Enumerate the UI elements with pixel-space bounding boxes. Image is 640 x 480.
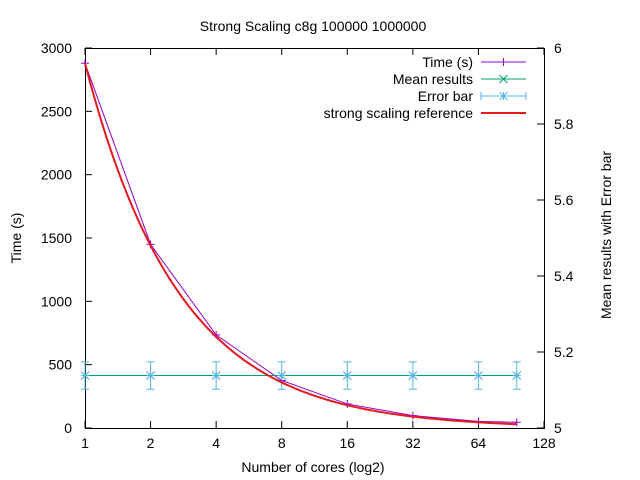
legend-label: strong scaling reference xyxy=(324,105,474,121)
x-tick-label: 1 xyxy=(81,435,89,451)
series-layer xyxy=(80,59,522,427)
y-tick-label: 3000 xyxy=(41,40,72,56)
y-axis-label: Time (s) xyxy=(8,213,24,264)
y-tick-label: 2000 xyxy=(41,167,72,183)
legend-label: Time (s) xyxy=(422,54,473,70)
y2-tick-label: 6 xyxy=(554,40,562,56)
marker-d2 xyxy=(80,371,90,380)
x-tick-label: 2 xyxy=(147,435,155,451)
y-tick-label: 2500 xyxy=(41,103,72,119)
x-tick-label: 4 xyxy=(212,435,220,451)
marker-d2 xyxy=(408,371,418,380)
marker-d2 xyxy=(342,371,352,380)
y2-tick-label: 5.4 xyxy=(554,268,574,284)
x-tick-label: 128 xyxy=(532,435,556,451)
x-axis-label: Number of cores (log2) xyxy=(241,459,384,475)
marker-d2 xyxy=(512,371,522,380)
y-tick-label: 1500 xyxy=(41,230,72,246)
chart-title: Strong Scaling c8g 100000 1000000 xyxy=(200,18,427,34)
x-tick-label: 64 xyxy=(471,435,487,451)
marker-d2 xyxy=(474,371,483,380)
y2-tick-label: 5.8 xyxy=(554,116,574,132)
y-axis-right: 5 5.2 5.4 5.6 5.8 6 xyxy=(537,40,574,436)
marker-d2 xyxy=(146,371,155,380)
y2-axis-label: Mean results with Error bar xyxy=(598,151,614,319)
reference-line xyxy=(84,62,517,426)
marker-d2 xyxy=(277,371,287,380)
x-tick-label: 16 xyxy=(339,435,355,451)
marker-d2 xyxy=(499,74,508,84)
x-tick-label: 8 xyxy=(278,435,286,451)
y2-tick-label: 5 xyxy=(554,420,562,436)
y-tick-label: 0 xyxy=(64,420,72,436)
x-tick-label: 32 xyxy=(405,435,421,451)
legend-label: Error bar xyxy=(418,88,474,104)
marker-d2 xyxy=(499,91,508,101)
series-strong-scaling-reference xyxy=(84,62,517,426)
x-axis: 1 2 4 8 16 32 64 128 xyxy=(81,48,556,451)
y-tick-label: 1000 xyxy=(41,293,72,309)
marker-d2 xyxy=(211,371,221,380)
series-line xyxy=(84,63,517,423)
legend-label: Mean results xyxy=(393,71,473,87)
y2-tick-label: 5.6 xyxy=(554,192,574,208)
y-tick-label: 500 xyxy=(49,357,73,373)
y2-tick-label: 5.2 xyxy=(554,344,574,360)
y-axis-left: 0 500 1000 1500 2000 2500 3000 xyxy=(41,40,92,436)
series-error-bar xyxy=(80,361,522,390)
